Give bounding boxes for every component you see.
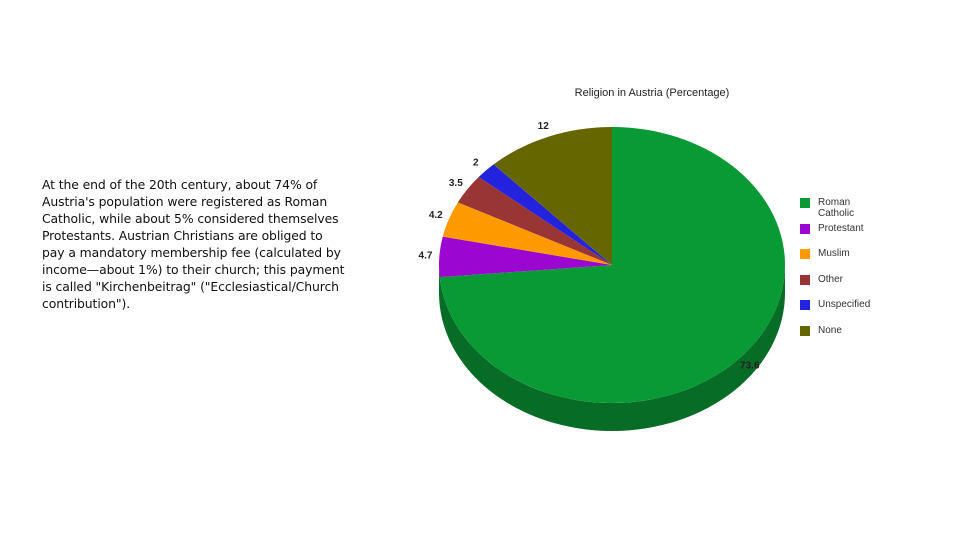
- chart-title: Religion in Austria (Percentage): [575, 87, 730, 99]
- legend-label: Other: [818, 273, 844, 285]
- data-label: 3.5: [449, 178, 463, 189]
- data-label: 4.2: [429, 210, 443, 221]
- pie-slice: [442, 202, 612, 265]
- data-label: 12: [538, 121, 550, 132]
- legend-label: None: [818, 324, 842, 336]
- legend-label: Roman Catholic: [818, 197, 855, 219]
- legend-label: Muslim: [818, 248, 850, 260]
- legend-label: Unspecified: [818, 299, 871, 311]
- data-label: 2: [473, 158, 479, 169]
- legend-swatch: [800, 325, 810, 336]
- pie-slice: [457, 177, 612, 265]
- legend-swatch: [800, 249, 810, 260]
- pie-side: [439, 265, 785, 431]
- pie-slice: [439, 127, 786, 404]
- legend-swatch: [800, 198, 810, 208]
- pie-slice: [493, 127, 612, 265]
- data-label: 73.6: [740, 360, 760, 371]
- legend-label: Protestant: [818, 222, 864, 234]
- legend-swatch: [800, 274, 810, 285]
- legend-swatch: [800, 223, 810, 234]
- pie-slice: [439, 236, 612, 278]
- pie-slice: [478, 164, 612, 265]
- legend-swatch: [800, 300, 810, 311]
- data-label: 4.7: [419, 251, 433, 262]
- body-text: At the end of the 20th century, about 74…: [42, 177, 345, 311]
